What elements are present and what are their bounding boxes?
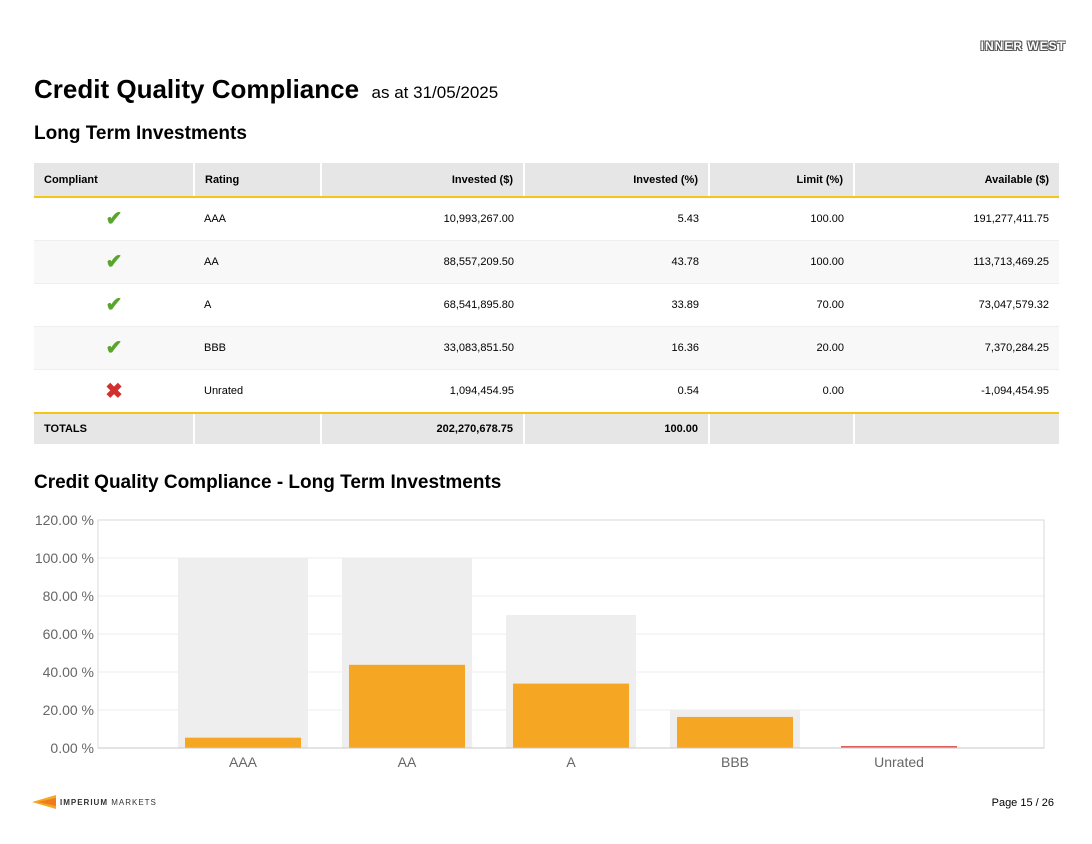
y-tick-label: 120.00 %: [35, 512, 94, 528]
totals-label: TOTALS: [34, 413, 195, 444]
compliant-cell: ✔: [34, 240, 194, 284]
x-tick-label: BBB: [721, 754, 749, 770]
totals-row: TOTALS 202,270,678.75 100.00: [34, 413, 1059, 444]
chart-heading: Credit Quality Compliance - Long Term In…: [34, 472, 502, 493]
table-heading: Long Term Investments: [34, 123, 247, 144]
invested-pct-cell: 16.36: [524, 326, 709, 370]
available-cell: -1,094,454.95: [854, 369, 1059, 414]
table-row: ✖ Unrated 1,094,454.95 0.54 0.00 -1,094,…: [34, 369, 1059, 414]
y-tick-label: 60.00 %: [43, 626, 94, 642]
invested-cell: 88,557,209.50: [321, 240, 524, 284]
rating-cell: AAA: [194, 197, 321, 241]
rating-cell: A: [194, 283, 321, 327]
page-number: Page 15 / 26: [991, 797, 1054, 809]
rating-cell: Unrated: [194, 369, 321, 414]
x-tick-label: AA: [398, 754, 417, 770]
limit-pct-cell: 100.00: [709, 197, 854, 241]
check-icon: ✔: [105, 251, 123, 273]
invested-bar: [349, 664, 465, 748]
footer-logo: IMPERIUM MARKETS: [32, 795, 157, 809]
footer-brand: IMPERIUM MARKETS: [60, 797, 157, 807]
invested-bar: [841, 746, 957, 748]
imperium-logo-icon: [32, 795, 56, 809]
available-cell: 191,277,411.75: [854, 197, 1059, 241]
invested-cell: 10,993,267.00: [321, 197, 524, 241]
limit-pct-cell: 0.00: [709, 369, 854, 414]
col-header-available: Available ($): [854, 163, 1059, 198]
org-logo: INNER WEST: [980, 39, 1066, 53]
check-icon: ✔: [105, 294, 123, 316]
invested-bar: [513, 683, 629, 748]
invested-pct-cell: 0.54: [524, 369, 709, 414]
available-cell: 73,047,579.32: [854, 283, 1059, 327]
invested-cell: 1,094,454.95: [321, 369, 524, 414]
table-row: ✔ AA 88,557,209.50 43.78 100.00 113,713,…: [34, 240, 1059, 284]
compliance-bar-chart: 0.00 % 20.00 % 40.00 % 60.00 % 80.00 % 100.00…: [35, 512, 1045, 770]
invested-pct-cell: 43.78: [524, 240, 709, 284]
col-header-rating: Rating: [194, 163, 322, 198]
table-row: ✔ AAA 10,993,267.00 5.43 100.00 191,277,…: [34, 197, 1059, 241]
title-row: Credit Quality Compliance as at 31/05/20…: [34, 74, 498, 105]
invested-cell: 33,083,851.50: [321, 326, 524, 370]
table-header-row: Compliant Rating Invested ($) Invested (…: [34, 163, 1059, 198]
y-tick-label: 100.00 %: [35, 550, 94, 566]
col-header-compliant: Compliant: [34, 163, 195, 198]
compliant-cell: ✔: [34, 197, 194, 241]
col-header-invested: Invested ($): [321, 163, 525, 198]
x-tick-label: A: [566, 754, 576, 770]
investments-table: Compliant Rating Invested ($) Invested (…: [34, 163, 1059, 444]
y-tick-label: 0.00 %: [50, 740, 94, 756]
invested-pct-cell: 5.43: [524, 197, 709, 241]
totals-invested: 202,270,678.75: [321, 413, 525, 444]
page-title: Credit Quality Compliance: [34, 74, 360, 104]
limit-pct-cell: 20.00: [709, 326, 854, 370]
invested-bar: [677, 716, 793, 748]
table-row: ✔ BBB 33,083,851.50 16.36 20.00 7,370,28…: [34, 326, 1059, 370]
limit-pct-cell: 70.00: [709, 283, 854, 327]
x-tick-label: Unrated: [874, 754, 924, 770]
x-tick-label: AAA: [229, 754, 258, 770]
y-tick-label: 80.00 %: [43, 588, 94, 604]
cross-icon: ✖: [105, 379, 123, 403]
invested-cell: 68,541,895.80: [321, 283, 524, 327]
y-tick-label: 40.00 %: [43, 664, 94, 680]
check-icon: ✔: [105, 337, 123, 359]
compliant-cell: ✔: [34, 326, 194, 370]
col-header-limit-pct: Limit (%): [709, 163, 855, 198]
available-cell: 7,370,284.25: [854, 326, 1059, 370]
invested-bar: [185, 737, 301, 748]
available-cell: 113,713,469.25: [854, 240, 1059, 284]
rating-cell: AA: [194, 240, 321, 284]
limit-bar: [178, 558, 308, 748]
rating-cell: BBB: [194, 326, 321, 370]
compliant-cell: ✖: [34, 369, 194, 414]
compliant-cell: ✔: [34, 283, 194, 327]
col-header-invested-pct: Invested (%): [524, 163, 710, 198]
check-icon: ✔: [105, 208, 123, 230]
limit-pct-cell: 100.00: [709, 240, 854, 284]
invested-pct-cell: 33.89: [524, 283, 709, 327]
totals-invested-pct: 100.00: [524, 413, 710, 444]
y-tick-label: 20.00 %: [43, 702, 94, 718]
page-subtitle: as at 31/05/2025: [371, 83, 499, 102]
table-row: ✔ A 68,541,895.80 33.89 70.00 73,047,579…: [34, 283, 1059, 327]
